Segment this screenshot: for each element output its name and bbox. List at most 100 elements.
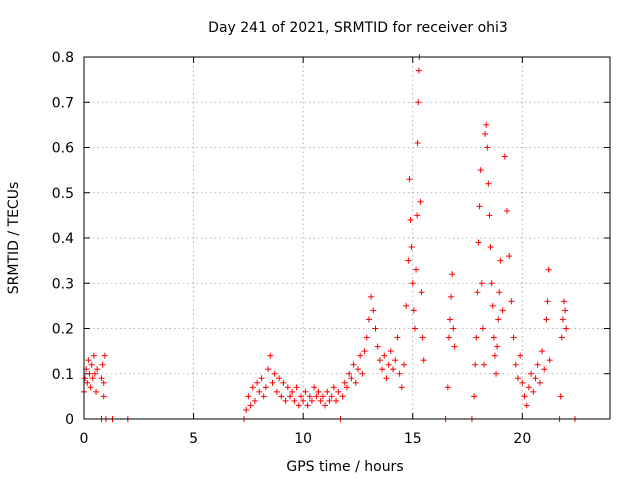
data-point bbox=[471, 393, 478, 400]
data-point bbox=[411, 325, 418, 332]
axis-ticks: 0 0.1 0.2 0.3 0.4 0.5 0.6 0.7 0.8 0 5 10 15 20 bbox=[52, 50, 610, 447]
data-point bbox=[265, 366, 272, 373]
data-point bbox=[403, 302, 410, 309]
data-point bbox=[485, 180, 492, 187]
data-point bbox=[480, 361, 487, 368]
data-point bbox=[475, 239, 482, 246]
data-point bbox=[328, 393, 335, 400]
data-point bbox=[352, 379, 359, 386]
data-point bbox=[284, 384, 291, 391]
data-point bbox=[476, 203, 483, 210]
data-point bbox=[407, 216, 414, 223]
data-point bbox=[280, 379, 287, 386]
data-point bbox=[510, 334, 517, 341]
data-point bbox=[273, 388, 280, 395]
data-point bbox=[392, 357, 399, 364]
data-point bbox=[385, 361, 392, 368]
data-point bbox=[374, 343, 381, 350]
data-point bbox=[410, 307, 417, 314]
data-point bbox=[251, 397, 258, 404]
data-point bbox=[499, 307, 506, 314]
data-point bbox=[245, 393, 252, 400]
data-point bbox=[484, 144, 491, 151]
data-point bbox=[414, 139, 421, 146]
data-point bbox=[269, 379, 276, 386]
data-point bbox=[335, 388, 342, 395]
data-point bbox=[94, 366, 101, 373]
data-point bbox=[546, 357, 553, 364]
data-point bbox=[536, 379, 543, 386]
data-point bbox=[408, 244, 415, 251]
data-point bbox=[448, 293, 455, 300]
data-point bbox=[379, 366, 386, 373]
x-tick-label: 10 bbox=[294, 431, 312, 447]
data-point bbox=[521, 393, 528, 400]
data-point bbox=[418, 289, 425, 296]
x-axis-label: GPS time / hours bbox=[286, 459, 403, 475]
data-point bbox=[333, 397, 340, 404]
data-point bbox=[525, 384, 532, 391]
data-point bbox=[86, 370, 93, 377]
data-point bbox=[370, 307, 377, 314]
data-point bbox=[523, 402, 530, 409]
data-point bbox=[390, 366, 397, 373]
data-point bbox=[87, 384, 94, 391]
data-point bbox=[260, 393, 267, 400]
data-point bbox=[530, 388, 537, 395]
data-point bbox=[271, 370, 278, 377]
data-point bbox=[487, 244, 494, 251]
data-point bbox=[497, 257, 504, 264]
data-point bbox=[297, 393, 304, 400]
data-point bbox=[287, 393, 294, 400]
data-point bbox=[306, 393, 313, 400]
data-point bbox=[383, 375, 390, 382]
data-point bbox=[89, 375, 96, 382]
y-axis-label: SRMTID / TECUs bbox=[6, 182, 22, 295]
data-point bbox=[501, 153, 508, 160]
data-point bbox=[405, 257, 412, 264]
x-tick-label: 20 bbox=[513, 431, 531, 447]
x-tick-label: 5 bbox=[189, 431, 198, 447]
data-point bbox=[563, 325, 570, 332]
data-point bbox=[93, 388, 100, 395]
data-point bbox=[363, 334, 370, 341]
data-point bbox=[394, 334, 401, 341]
data-point bbox=[473, 334, 480, 341]
data-point bbox=[91, 370, 98, 377]
data-point bbox=[447, 316, 454, 323]
data-point bbox=[479, 325, 486, 332]
data-point bbox=[493, 370, 500, 377]
data-point bbox=[396, 370, 403, 377]
data-point bbox=[381, 352, 388, 359]
data-point bbox=[359, 370, 366, 377]
data-point bbox=[276, 375, 283, 382]
data-point bbox=[258, 375, 265, 382]
data-point bbox=[344, 384, 350, 391]
data-point bbox=[311, 384, 318, 391]
data-point bbox=[506, 253, 513, 260]
data-point bbox=[415, 67, 422, 74]
data-points bbox=[81, 54, 578, 422]
data-point bbox=[293, 384, 300, 391]
data-point bbox=[512, 361, 519, 368]
data-point bbox=[543, 316, 550, 323]
data-point bbox=[472, 361, 479, 368]
data-point bbox=[302, 388, 309, 395]
data-point bbox=[243, 406, 250, 413]
data-point bbox=[350, 361, 357, 368]
data-point bbox=[99, 361, 106, 368]
data-point bbox=[85, 357, 92, 364]
data-point bbox=[558, 334, 565, 341]
data-point bbox=[101, 352, 108, 359]
data-point bbox=[295, 402, 302, 409]
data-point bbox=[534, 361, 541, 368]
data-point bbox=[289, 388, 296, 395]
data-point bbox=[449, 271, 456, 278]
data-point bbox=[557, 393, 564, 400]
data-point bbox=[339, 393, 346, 400]
data-point bbox=[387, 348, 394, 355]
data-point bbox=[559, 316, 566, 323]
data-point bbox=[249, 384, 256, 391]
